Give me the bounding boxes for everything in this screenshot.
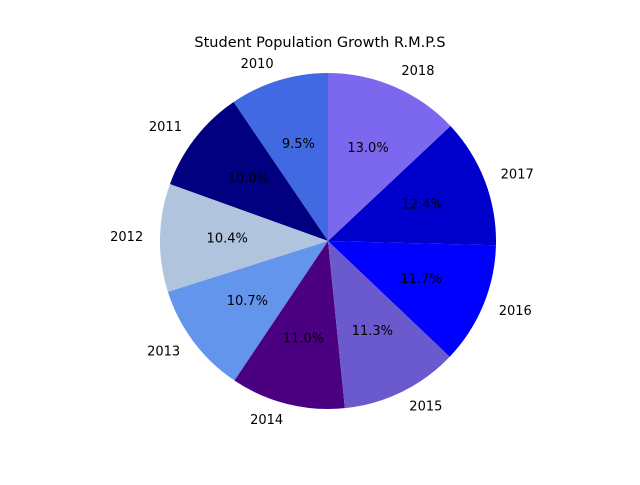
- slice-category-label: 2014: [250, 413, 283, 428]
- pie-slice-2018: [328, 73, 451, 241]
- slice-percent-label: 11.3%: [352, 324, 393, 339]
- pie-slice-2013: [167, 241, 328, 381]
- slice-percent-label: 11.0%: [283, 331, 324, 346]
- slice-category-label: 2013: [147, 344, 180, 359]
- pie-slice-2012: [160, 184, 328, 292]
- slice-percent-label: 12.4%: [402, 198, 443, 213]
- slice-category-label: 2018: [401, 64, 434, 79]
- slice-percent-label: 9.5%: [282, 137, 315, 152]
- slice-percent-label: 11.7%: [400, 272, 441, 287]
- slice-category-label: 2012: [110, 230, 143, 245]
- slice-category-label: 2011: [149, 120, 182, 135]
- slice-category-label: 2017: [501, 168, 534, 183]
- pie-slice-2010: [233, 73, 328, 241]
- slice-percent-label: 10.4%: [207, 232, 248, 247]
- slice-percent-label: 13.0%: [347, 141, 388, 156]
- pie-slice-2016: [328, 241, 496, 357]
- pie-slice-2015: [328, 241, 450, 409]
- slice-category-label: 2016: [499, 304, 532, 319]
- pie-slice-2017: [328, 125, 496, 246]
- pie-slice-2011: [169, 102, 328, 241]
- slice-percent-label: 10.0%: [228, 172, 269, 187]
- slice-category-label: 2010: [241, 57, 274, 72]
- chart-title: Student Population Growth R.M.P.S: [194, 35, 446, 51]
- slice-category-label: 2015: [409, 399, 442, 414]
- pie-slice-2014: [234, 241, 345, 410]
- slice-percent-label: 10.7%: [227, 294, 268, 309]
